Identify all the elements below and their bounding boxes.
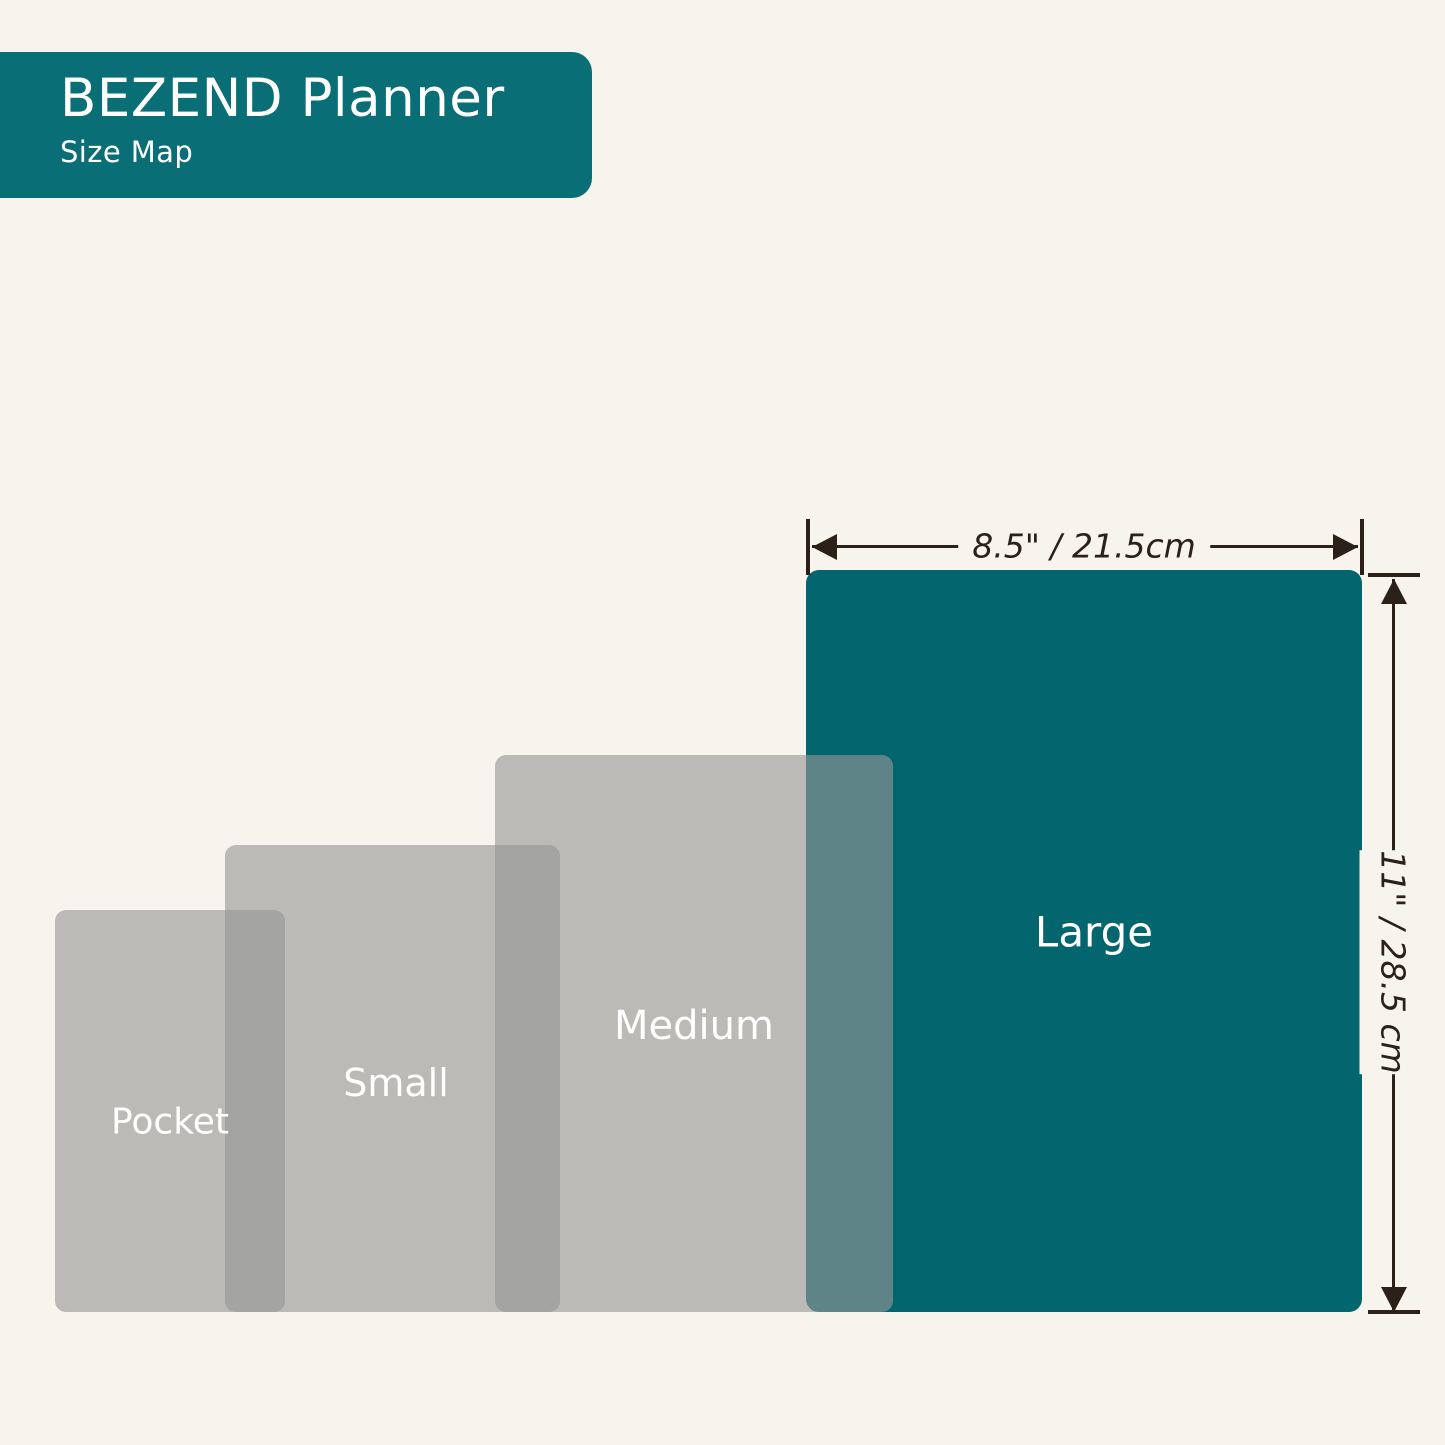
height-dimension-tick-bottom — [1368, 1310, 1420, 1314]
size-card-large[interactable] — [806, 570, 1362, 1312]
height-dimension-arrowhead-top — [1381, 579, 1407, 604]
page-title: BEZEND Planner — [60, 68, 505, 129]
width-dimension-tick-right — [1360, 519, 1364, 575]
size-card-medium[interactable] — [495, 755, 893, 1312]
height-dimension-label: 11" / 28.5 cm — [1359, 850, 1427, 1074]
height-dimension-arrowhead-bottom — [1381, 1287, 1407, 1312]
width-dimension-arrowhead-right — [1333, 534, 1358, 560]
width-dimension-arrowhead-left — [812, 534, 837, 560]
width-dimension-tick-left — [806, 519, 810, 575]
page-subtitle: Size Map — [60, 135, 194, 169]
width-dimension-label: 8.5" / 21.5cm — [958, 526, 1210, 566]
height-dimension-tick-top — [1368, 573, 1420, 577]
header-banner: BEZEND Planner Size Map — [0, 52, 592, 198]
